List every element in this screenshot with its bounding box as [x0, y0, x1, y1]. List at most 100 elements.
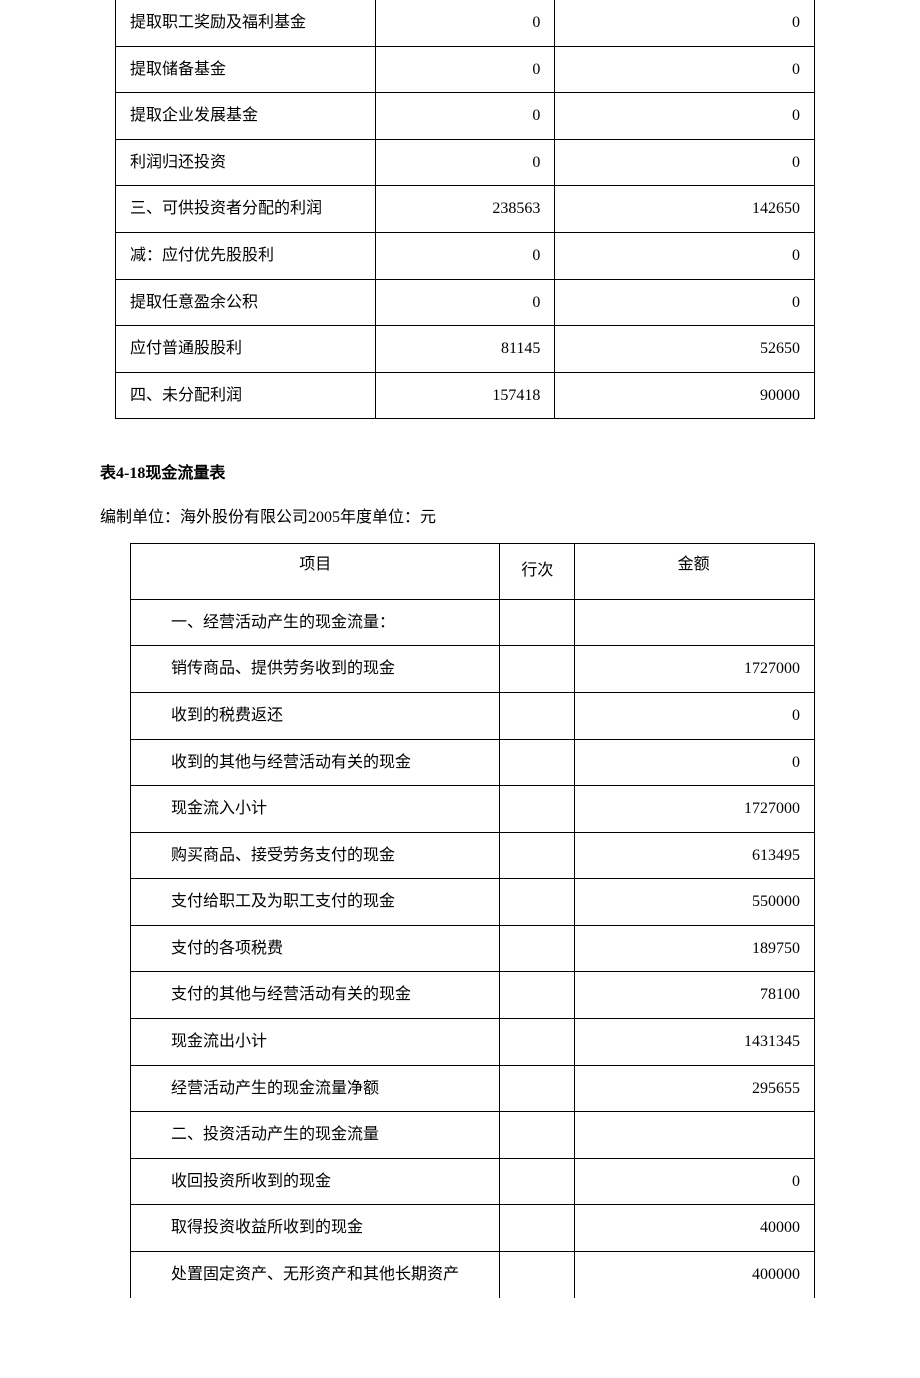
row-amount: 1727000 [575, 786, 815, 833]
row-value-1: 0 [375, 232, 555, 279]
row-num [500, 1019, 575, 1066]
table-row: 处置固定资产、无形资产和其他长期资产 400000 [131, 1252, 815, 1298]
table1-body: 提取职工奖励及福利基金 0 0 提取储备基金 0 0 提取企业发展基金 0 0 … [116, 0, 815, 419]
row-amount: 1727000 [575, 646, 815, 693]
row-label: 提取储备基金 [116, 46, 376, 93]
row-amount: 550000 [575, 879, 815, 926]
row-label: 提取企业发展基金 [116, 93, 376, 140]
row-label: 四、未分配利润 [116, 372, 376, 419]
row-item: 现金流入小计 [131, 786, 500, 833]
row-num [500, 925, 575, 972]
table-row: 提取企业发展基金 0 0 [116, 93, 815, 140]
row-value-1: 238563 [375, 186, 555, 233]
header-item: 项目 [131, 544, 500, 599]
cashflow-title: 表4-18现金流量表 [100, 459, 820, 483]
row-num [500, 1158, 575, 1205]
row-num [500, 1112, 575, 1159]
table-row: 现金流出小计 1431345 [131, 1019, 815, 1066]
row-num [500, 786, 575, 833]
row-amount [575, 599, 815, 646]
table-row: 应付普通股股利 81145 52650 [116, 326, 815, 373]
header-row: 行次 [500, 544, 575, 599]
row-num [500, 1065, 575, 1112]
row-amount: 400000 [575, 1252, 815, 1298]
table-row: 收到的其他与经营活动有关的现金 0 [131, 739, 815, 786]
row-value-2: 52650 [555, 326, 815, 373]
table-row: 一、经营活动产生的现金流量： [131, 599, 815, 646]
row-num [500, 879, 575, 926]
row-amount: 78100 [575, 972, 815, 1019]
row-value-2: 0 [555, 46, 815, 93]
row-amount: 0 [575, 1158, 815, 1205]
row-item: 支付的各项税费 [131, 925, 500, 972]
row-num [500, 599, 575, 646]
row-num [500, 832, 575, 879]
profit-distribution-table: 提取职工奖励及福利基金 0 0 提取储备基金 0 0 提取企业发展基金 0 0 … [115, 0, 815, 419]
cashflow-subtitle: 编制单位：海外股份有限公司2005年度单位：元 [100, 503, 820, 527]
table-row: 提取职工奖励及福利基金 0 0 [116, 0, 815, 46]
row-item: 购买商品、接受劳务支付的现金 [131, 832, 500, 879]
row-value-2: 0 [555, 0, 815, 46]
table-row: 收回投资所收到的现金 0 [131, 1158, 815, 1205]
row-item: 现金流出小计 [131, 1019, 500, 1066]
row-item: 收到的其他与经营活动有关的现金 [131, 739, 500, 786]
document-page: 提取职工奖励及福利基金 0 0 提取储备基金 0 0 提取企业发展基金 0 0 … [0, 0, 920, 1378]
row-value-1: 0 [375, 279, 555, 326]
row-value-2: 0 [555, 279, 815, 326]
table-row: 支付给职工及为职工支付的现金 550000 [131, 879, 815, 926]
row-num [500, 739, 575, 786]
row-value-2: 142650 [555, 186, 815, 233]
row-label: 提取职工奖励及福利基金 [116, 0, 376, 46]
table-header-row: 项目 行次 金额 [131, 544, 815, 599]
row-item: 销传商品、提供劳务收到的现金 [131, 646, 500, 693]
row-value-2: 90000 [555, 372, 815, 419]
row-item: 二、投资活动产生的现金流量 [131, 1112, 500, 1159]
row-item: 收到的税费返还 [131, 692, 500, 739]
row-label: 减：应付优先股股利 [116, 232, 376, 279]
table-row: 利润归还投资 0 0 [116, 139, 815, 186]
row-item: 处置固定资产、无形资产和其他长期资产 [131, 1252, 500, 1298]
row-num [500, 646, 575, 693]
row-num [500, 692, 575, 739]
row-amount: 1431345 [575, 1019, 815, 1066]
table-row: 减：应付优先股股利 0 0 [116, 232, 815, 279]
row-value-1: 0 [375, 46, 555, 93]
row-label: 三、可供投资者分配的利润 [116, 186, 376, 233]
table-row: 收到的税费返还 0 [131, 692, 815, 739]
row-num [500, 1205, 575, 1252]
table-row: 购买商品、接受劳务支付的现金 613495 [131, 832, 815, 879]
row-label: 提取任意盈余公积 [116, 279, 376, 326]
table-row: 支付的其他与经营活动有关的现金 78100 [131, 972, 815, 1019]
row-label: 应付普通股股利 [116, 326, 376, 373]
header-amount: 金额 [575, 544, 815, 599]
table-row: 支付的各项税费 189750 [131, 925, 815, 972]
row-item: 取得投资收益所收到的现金 [131, 1205, 500, 1252]
row-item: 收回投资所收到的现金 [131, 1158, 500, 1205]
table-row: 二、投资活动产生的现金流量 [131, 1112, 815, 1159]
row-num [500, 972, 575, 1019]
row-value-2: 0 [555, 232, 815, 279]
row-item: 支付的其他与经营活动有关的现金 [131, 972, 500, 1019]
row-value-2: 0 [555, 93, 815, 140]
row-amount: 189750 [575, 925, 815, 972]
table2-body: 项目 行次 金额 一、经营活动产生的现金流量： 销传商品、提供劳务收到的现金 1… [131, 544, 815, 1298]
cashflow-table: 项目 行次 金额 一、经营活动产生的现金流量： 销传商品、提供劳务收到的现金 1… [130, 543, 815, 1297]
row-item: 一、经营活动产生的现金流量： [131, 599, 500, 646]
row-amount: 0 [575, 692, 815, 739]
table-row: 提取储备基金 0 0 [116, 46, 815, 93]
row-value-1: 81145 [375, 326, 555, 373]
table-row: 提取任意盈余公积 0 0 [116, 279, 815, 326]
row-value-1: 0 [375, 0, 555, 46]
row-value-2: 0 [555, 139, 815, 186]
row-item: 支付给职工及为职工支付的现金 [131, 879, 500, 926]
table-row: 销传商品、提供劳务收到的现金 1727000 [131, 646, 815, 693]
row-amount [575, 1112, 815, 1159]
row-value-1: 0 [375, 139, 555, 186]
row-label: 利润归还投资 [116, 139, 376, 186]
table-row: 三、可供投资者分配的利润 238563 142650 [116, 186, 815, 233]
row-amount: 295655 [575, 1065, 815, 1112]
row-amount: 0 [575, 739, 815, 786]
row-amount: 40000 [575, 1205, 815, 1252]
row-value-1: 0 [375, 93, 555, 140]
table-row: 经营活动产生的现金流量净额 295655 [131, 1065, 815, 1112]
